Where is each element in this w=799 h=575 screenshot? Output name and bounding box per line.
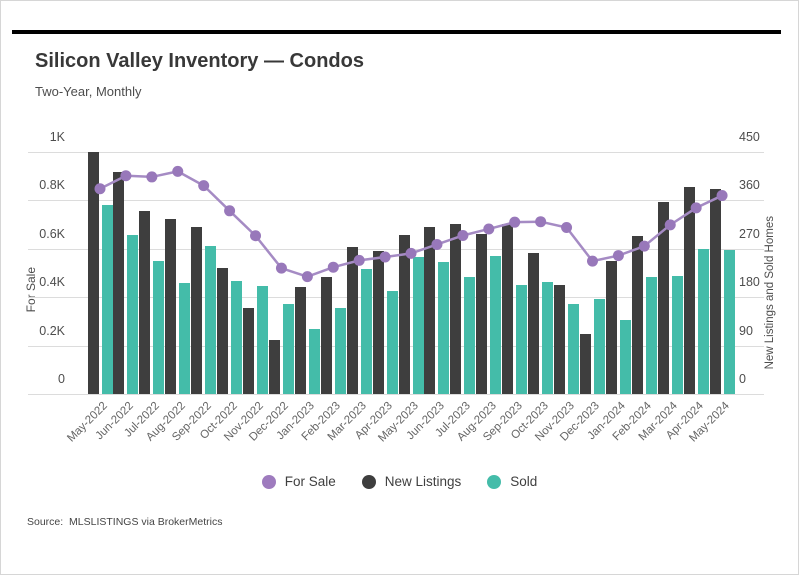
y-tick-label-left: 0 xyxy=(58,372,65,386)
bar-new-listings xyxy=(476,234,488,394)
for-sale-point xyxy=(224,205,236,217)
y-tick-label-right: 0 xyxy=(739,372,746,386)
bar-sold xyxy=(593,298,605,394)
bar-new-listings xyxy=(113,171,125,394)
bar-sold xyxy=(282,304,294,394)
source-note: Source: MLSLISTINGS via BrokerMetrics xyxy=(27,516,223,528)
for-sale-point xyxy=(535,216,547,228)
bar-new-listings xyxy=(631,236,643,394)
legend-label: New Listings xyxy=(384,474,462,489)
legend-item-new-listings[interactable]: New Listings xyxy=(361,474,462,489)
bar-new-listings xyxy=(554,284,566,394)
bar-new-listings xyxy=(450,224,462,394)
bar-sold xyxy=(516,284,528,394)
for-sale-point xyxy=(301,271,313,283)
for-sale-point xyxy=(275,262,287,274)
legend-item-for-sale[interactable]: For Sale xyxy=(261,474,336,489)
bar-new-listings xyxy=(191,227,203,394)
y-tick-label-right: 270 xyxy=(739,226,760,241)
bar-new-listings xyxy=(372,251,384,394)
page-title: Silicon Valley Inventory — Condos xyxy=(35,50,364,72)
y-tick-label-right: 90 xyxy=(739,323,753,338)
bar-new-listings xyxy=(294,286,306,394)
y-tick-label-left: 0.6K xyxy=(39,226,65,241)
for-sale-point xyxy=(561,222,573,234)
bar-sold xyxy=(464,277,476,394)
for-sale-point xyxy=(586,255,598,267)
for-sale-point xyxy=(198,180,210,192)
bar-new-listings xyxy=(398,234,410,394)
legend-label: For Sale xyxy=(284,474,336,489)
for-sale-point xyxy=(172,165,184,177)
legend-item-sold[interactable]: Sold xyxy=(487,474,537,489)
bar-sold xyxy=(308,328,320,394)
y-tick-label-left: 0.4K xyxy=(39,275,65,290)
y-tick-label-right: 360 xyxy=(739,178,760,193)
bar-sold xyxy=(438,262,450,394)
bar-sold xyxy=(179,283,191,394)
gridline xyxy=(28,152,764,153)
bar-sold xyxy=(101,204,113,394)
bar-sold xyxy=(386,290,398,394)
bar-new-listings xyxy=(320,277,332,394)
bar-sold xyxy=(412,256,424,394)
legend-dot-icon xyxy=(361,474,376,489)
for-sale-point xyxy=(250,230,262,242)
legend-dot-icon xyxy=(487,474,502,489)
bar-sold xyxy=(542,282,554,394)
bar-sold xyxy=(671,276,683,394)
bar-sold xyxy=(490,255,502,394)
bar-sold xyxy=(645,277,657,394)
bar-new-listings xyxy=(683,186,695,394)
bar-sold xyxy=(257,285,269,394)
legend-label: Sold xyxy=(510,474,538,489)
bar-new-listings xyxy=(579,334,591,394)
y-tick-label-left: 0.2K xyxy=(39,323,65,338)
gridline xyxy=(28,200,764,202)
for-sale-point xyxy=(483,223,495,235)
y-tick-label-left: 1K xyxy=(49,130,65,144)
bar-sold xyxy=(723,249,735,394)
bar-new-listings xyxy=(657,202,669,394)
bar-sold xyxy=(360,268,372,394)
for-sale-point xyxy=(612,250,624,262)
bar-sold xyxy=(619,319,631,394)
y-tick-label-left: 0.8K xyxy=(39,178,65,193)
bar-new-listings xyxy=(268,339,280,394)
for-sale-point xyxy=(327,261,339,273)
bar-new-listings xyxy=(139,210,151,394)
bar-new-listings xyxy=(217,268,229,394)
bar-new-listings xyxy=(424,226,436,394)
bar-sold xyxy=(697,248,709,394)
bar-new-listings xyxy=(502,224,514,394)
page-subtitle: Two-Year, Monthly xyxy=(35,84,142,99)
bar-sold xyxy=(153,260,165,394)
chart-legend: For Sale New Listings Sold xyxy=(0,474,799,489)
bar-sold xyxy=(127,234,139,394)
bar-sold xyxy=(568,304,580,394)
gridline xyxy=(28,394,764,395)
for-sale-point xyxy=(146,171,158,183)
bar-new-listings xyxy=(87,152,99,394)
bar-new-listings xyxy=(165,218,177,394)
bar-sold xyxy=(334,307,346,394)
bar-new-listings xyxy=(528,252,540,394)
bar-new-listings xyxy=(605,260,617,394)
bar-new-listings xyxy=(709,188,721,394)
bar-sold xyxy=(205,245,217,394)
legend-dot-icon xyxy=(261,474,276,489)
bar-new-listings xyxy=(243,308,255,394)
top-rule xyxy=(12,30,781,34)
y-tick-label-right: 180 xyxy=(739,275,760,290)
bar-new-listings xyxy=(346,246,358,394)
bar-sold xyxy=(231,280,243,394)
y-tick-label-right: 450 xyxy=(739,130,760,144)
